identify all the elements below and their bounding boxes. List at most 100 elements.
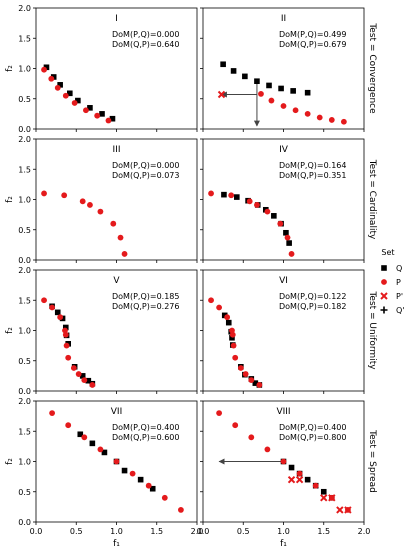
dom-annotation: DoM(Q,P)=0.351 <box>279 171 346 180</box>
point-Q <box>79 373 86 379</box>
panel-1: 0.0 0.5 1.0 1.5 2.0 f₂ I DoM(P,Q)=0.000DoM(Q,P)… <box>5 4 198 134</box>
point-Pprime <box>295 475 304 484</box>
point-P <box>312 482 319 489</box>
axes-frame <box>35 138 198 261</box>
point-Q <box>67 90 73 97</box>
point-Q <box>288 464 295 471</box>
point-P <box>216 410 223 416</box>
x-tick-label: 2.0 <box>191 527 204 536</box>
point-P <box>232 354 239 361</box>
dom-annotation: DoM(Q,P)=0.640 <box>112 40 179 49</box>
dom-annotation: DoM(Q,P)=0.073 <box>112 171 179 180</box>
point-P <box>65 422 72 429</box>
x-tick-label: 0.0 <box>197 527 210 536</box>
row-labels: Test = Convergence Test = Cardinality Test… <box>367 22 377 493</box>
point-P <box>328 117 335 123</box>
point-Pprime <box>287 475 296 484</box>
point-Q <box>137 476 144 483</box>
x-axis-label: f₁ <box>113 539 120 549</box>
point-Q <box>99 111 105 117</box>
legend-marker <box>381 265 387 271</box>
point-Q <box>254 78 260 85</box>
series-P <box>49 410 184 513</box>
point-Q <box>225 319 232 326</box>
point-Q <box>149 485 156 492</box>
point-Q <box>229 334 235 341</box>
y-axis-label: f₂ <box>5 327 15 334</box>
x-tick-label: 2.0 <box>358 527 371 536</box>
point-P <box>62 331 69 338</box>
point-P <box>208 190 214 197</box>
point-Q <box>62 324 69 331</box>
point-Pprime <box>217 90 226 99</box>
point-P <box>65 354 72 361</box>
y-tick-label: 2.0 <box>18 135 31 144</box>
panel-title: VIII <box>276 407 290 417</box>
series-Q <box>220 61 311 96</box>
point-P <box>94 112 101 119</box>
panel-8: 0.0 0.5 1.0 1.5 2.0 f₁ VIII DoM(P,Q)=0.400DoM(Q… <box>197 400 371 549</box>
point-P <box>89 382 96 388</box>
legend-label: Q <box>396 264 402 273</box>
point-Q <box>320 488 327 495</box>
dom-annotation: DoM(Q,P)=0.800 <box>279 433 346 442</box>
dom-annotation: DoM(P,Q)=0.164 <box>279 161 346 170</box>
point-P <box>229 331 236 338</box>
point-P <box>71 100 78 106</box>
point-P <box>87 202 93 208</box>
point-P <box>248 434 255 441</box>
y-tick-label: 0.0 <box>18 387 31 396</box>
y-tick-label: 2.0 <box>18 266 31 275</box>
y-tick-label: 1.5 <box>18 34 31 43</box>
series-P <box>208 190 295 257</box>
point-P <box>292 107 299 114</box>
y-axis-label: f₂ <box>5 65 15 72</box>
point-P <box>49 304 55 311</box>
y-tick-label: 0.0 <box>18 518 31 527</box>
row-label: Test = Uniformity <box>367 290 377 370</box>
point-P <box>230 342 237 349</box>
point-P <box>62 92 69 99</box>
point-Q <box>304 476 311 483</box>
point-Q <box>242 73 248 80</box>
y-tick-label: 1.5 <box>18 427 31 436</box>
point-P <box>161 494 168 501</box>
point-Q <box>266 82 272 89</box>
panel-title: III <box>113 145 121 155</box>
legend-marker <box>380 292 388 300</box>
point-Q <box>220 61 226 68</box>
point-P <box>268 97 275 104</box>
panel-5: 0.0 0.5 1.0 1.5 2.0 f₂ V DoM(P,Q)=0.185DoM(Q,P)… <box>5 266 198 396</box>
point-P <box>49 410 55 416</box>
point-P <box>121 251 128 257</box>
point-Q <box>43 64 50 71</box>
point-P <box>145 482 152 489</box>
point-P <box>304 110 311 117</box>
point-Q <box>290 88 296 94</box>
point-P <box>75 371 82 377</box>
y-tick-label: 1.5 <box>18 165 31 174</box>
y-tick-label: 0.5 <box>18 357 31 366</box>
point-P <box>41 190 47 197</box>
panel-3: 0.0 0.5 1.0 1.5 2.0 f₂ III DoM(P,Q)=0.000DoM(Q,… <box>5 135 198 265</box>
dom-annotation: DoM(P,Q)=0.000 <box>112 161 179 170</box>
panel-title: V <box>113 276 120 286</box>
point-P <box>105 117 112 124</box>
legend-marker <box>381 279 387 285</box>
point-P <box>340 118 347 125</box>
x-tick-label: 0.5 <box>237 527 250 536</box>
point-P <box>63 342 70 349</box>
panel-title: VII <box>111 407 122 417</box>
point-Q <box>304 89 311 96</box>
point-Pprime <box>328 494 336 502</box>
point-Q <box>89 440 96 447</box>
point-P <box>57 314 64 321</box>
panel-7: 0.00.0 0.5 0.5 1.0 1.0 1.5 1.5 2.0 2.0 f₂ f₁ VII DoM… <box>5 397 203 549</box>
point-P <box>178 507 184 513</box>
y-tick-label: 1.0 <box>18 65 31 74</box>
axes-frame <box>202 138 365 261</box>
dom-annotation: DoM(P,Q)=0.000 <box>112 30 179 39</box>
point-P <box>117 234 124 241</box>
